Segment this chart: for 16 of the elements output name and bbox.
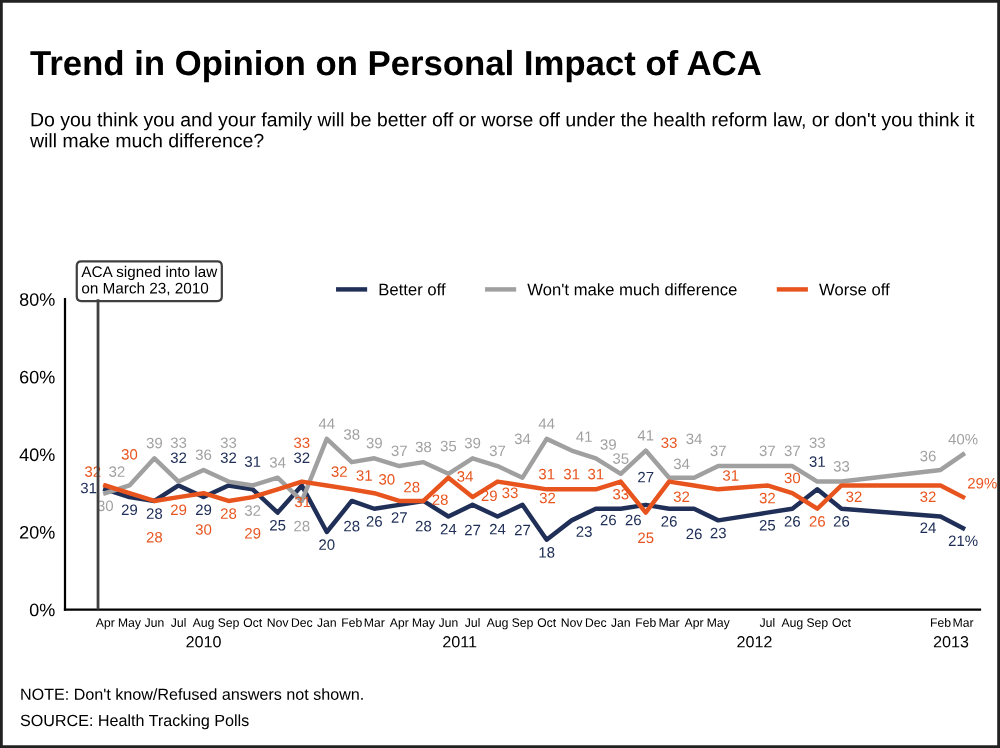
text: NOTE: Don't know/Refused answers not shown. <box>21 688 363 700</box>
x2-tick-label: 2012 <box>737 636 772 648</box>
legend-label: Better off <box>379 283 446 296</box>
legend-label: Won't make much difference <box>527 283 737 296</box>
x2-tick-label: 2010 <box>186 636 221 648</box>
y-tick-label: 60% <box>20 370 55 384</box>
source-note: SOURCE: Health Tracking Polls <box>20 714 249 730</box>
y-tick-label: 0% <box>29 603 55 617</box>
chart-title: Trend in Opinion on Personal Impact of ACA <box>30 49 761 83</box>
x2-tick-label: 2013 <box>933 636 969 648</box>
x2-tick-label: 2011 <box>443 636 477 648</box>
legend-label: Worse off <box>819 283 890 296</box>
y-tick-label: 20% <box>20 525 55 539</box>
chart-subtitle: Do you think you and your family will be better off or worse off under the health reform law, or don't you think it will make much difference? <box>29 112 975 148</box>
y-tick-label: 80% <box>19 293 55 306</box>
y-tick-label: 40% <box>19 448 55 462</box>
